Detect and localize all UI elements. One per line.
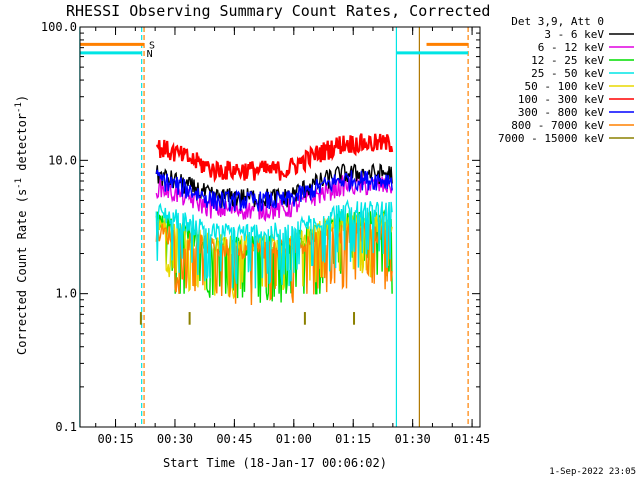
legend-label: 7000 - 15000 keV — [498, 132, 604, 145]
series-line — [156, 133, 394, 184]
y-tick-label: 0.1 — [55, 420, 77, 434]
plot-frame — [79, 26, 481, 428]
series-line — [155, 198, 393, 289]
x-tick-label: 01:45 — [454, 432, 490, 446]
series-line — [155, 162, 393, 208]
legend-label: 50 - 100 keV — [525, 80, 605, 93]
legend-label: 3 - 6 keV — [544, 28, 604, 41]
x-tick-label: 00:15 — [97, 432, 133, 446]
x-axis-label: Start Time (18-Jan-17 00:06:02) — [163, 456, 387, 470]
series-traces — [139, 133, 394, 325]
chart-title: RHESSI Observing Summary Count Rates, Co… — [66, 2, 490, 20]
legend-header: Det 3,9, Att 0 — [511, 15, 604, 28]
footer-date: 1-Sep-2022 23:05 — [549, 467, 636, 477]
x-tick-label: 01:00 — [276, 432, 312, 446]
y-tick-label: 1.0 — [55, 287, 77, 301]
legend-label: 800 - 7000 keV — [511, 119, 604, 132]
series-line — [155, 169, 393, 212]
x-tick-label: 01:15 — [335, 432, 371, 446]
x-tick-label: 00:30 — [157, 432, 193, 446]
y-axis-label: Corrected Count Rate (s-1 detector-1) — [14, 95, 29, 355]
legend-label: 12 - 25 keV — [531, 54, 604, 67]
time-markers — [79, 27, 469, 427]
legend-label: 100 - 300 keV — [518, 93, 604, 106]
x-tick-label: 00:45 — [216, 432, 252, 446]
y-tick-label: 100.0 — [41, 20, 77, 34]
legend-label: 300 - 800 keV — [518, 106, 604, 119]
x-axis: 00:15 00:30 00:45 01:00 01:15 01:30 01:45 — [95, 27, 490, 446]
flag-label: S — [149, 40, 155, 51]
legend-label: 6 - 12 keV — [538, 41, 605, 54]
flag-label: N — [147, 49, 153, 60]
legend-label: 25 - 50 keV — [531, 67, 604, 80]
y-tick-label: 10.0 — [48, 153, 77, 167]
y-axis: 0.1 1.0 10.0 100.0 — [41, 20, 480, 434]
x-tick-label: 01:30 — [395, 432, 431, 446]
status-flags: SN — [79, 40, 469, 60]
